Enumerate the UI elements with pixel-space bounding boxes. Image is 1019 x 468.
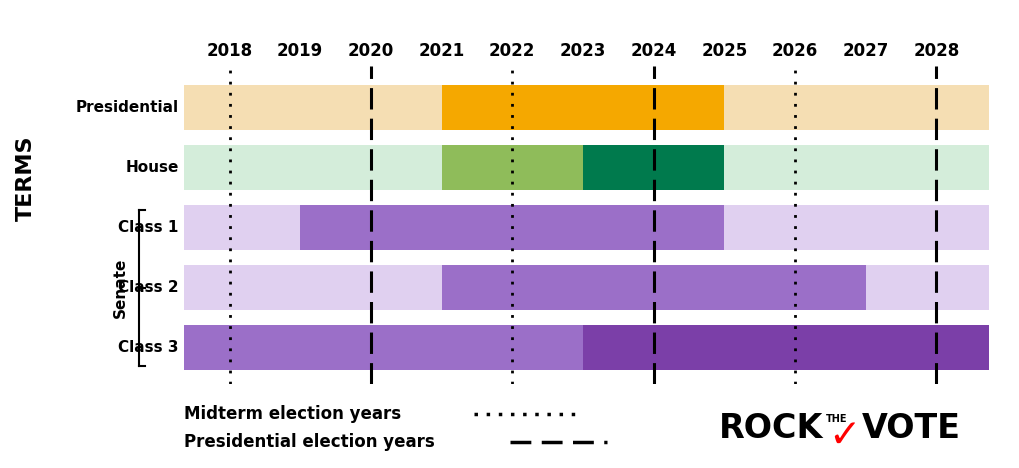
- Bar: [300, 205, 723, 250]
- Bar: [865, 265, 988, 310]
- Bar: [183, 265, 441, 310]
- Bar: [183, 145, 441, 190]
- Bar: [583, 145, 723, 190]
- Text: THE: THE: [825, 414, 847, 424]
- Text: ✓: ✓: [827, 417, 860, 455]
- Bar: [723, 205, 988, 250]
- Text: TERMS: TERMS: [15, 135, 36, 220]
- Bar: [441, 85, 723, 130]
- Bar: [583, 325, 988, 370]
- Bar: [441, 265, 865, 310]
- Text: Presidential: Presidential: [75, 100, 178, 115]
- Text: Presidential election years: Presidential election years: [183, 433, 434, 451]
- Text: VOTE: VOTE: [861, 412, 960, 445]
- Text: Class 1: Class 1: [118, 220, 178, 235]
- Text: House: House: [125, 160, 178, 175]
- Bar: [183, 85, 441, 130]
- Text: ROCK: ROCK: [718, 412, 822, 445]
- Text: Class 3: Class 3: [118, 340, 178, 355]
- Bar: [183, 325, 583, 370]
- Bar: [723, 145, 988, 190]
- Text: Senate: Senate: [112, 257, 127, 318]
- Text: Midterm election years: Midterm election years: [183, 405, 400, 423]
- Text: Class 2: Class 2: [118, 280, 178, 295]
- Bar: [441, 145, 583, 190]
- Bar: [183, 205, 300, 250]
- Bar: [723, 85, 988, 130]
